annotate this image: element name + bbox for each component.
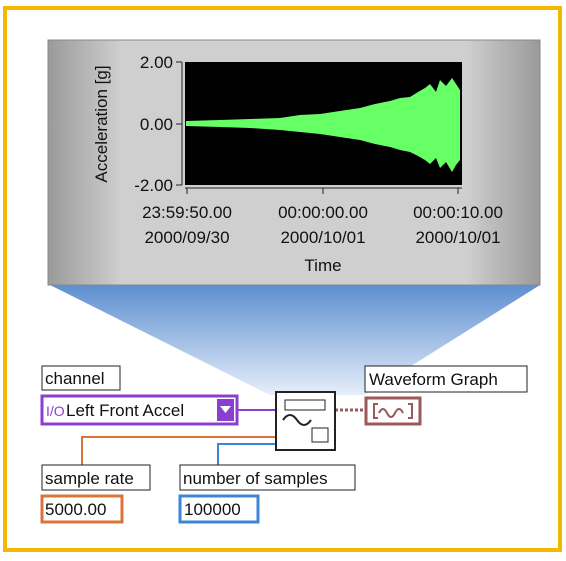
control-label: sample rate	[45, 469, 134, 488]
label-box	[364, 365, 528, 393]
dropdown-arrow	[220, 406, 231, 413]
vi-glyph	[282, 414, 312, 426]
axes	[176, 61, 462, 194]
y-tick-label: -2.00	[134, 176, 173, 195]
x-tick-date: 2000/09/30	[144, 228, 229, 247]
samples-control[interactable]	[178, 494, 260, 524]
terminal-glyph	[373, 403, 413, 419]
wires	[81, 408, 366, 465]
sample-rate-control[interactable]	[40, 494, 124, 524]
label-box	[41, 365, 121, 391]
x-axis-label: Time	[304, 256, 341, 275]
x-tick-date: 2000/10/01	[280, 228, 365, 247]
x-tick-date: 2000/10/01	[415, 228, 500, 247]
indicator-label: Waveform Graph	[369, 370, 498, 389]
control-label: number of samples	[183, 469, 328, 488]
label-box	[41, 464, 151, 491]
x-tick-time: 23:59:50.00	[142, 203, 232, 222]
control-value: 100000	[184, 500, 241, 519]
zoom-beam	[50, 285, 540, 395]
control-label: channel	[45, 369, 105, 388]
x-tick-time: 00:00:00.00	[278, 203, 368, 222]
y-axis-label: Acceleration [g]	[92, 65, 111, 182]
x-tick-time: 00:00:10.00	[413, 203, 503, 222]
control-value: 5000.00	[45, 500, 106, 519]
waveform	[186, 78, 460, 172]
channel-control[interactable]	[40, 394, 239, 426]
y-tick-label: 2.00	[140, 53, 173, 72]
y-tick-label: 0.00	[140, 115, 173, 134]
control-value: Left Front Accel	[66, 401, 184, 420]
io-icon: I/O	[46, 403, 65, 419]
vi-glyph	[311, 427, 329, 443]
label-box	[179, 464, 356, 491]
vi-glyph	[284, 399, 326, 411]
